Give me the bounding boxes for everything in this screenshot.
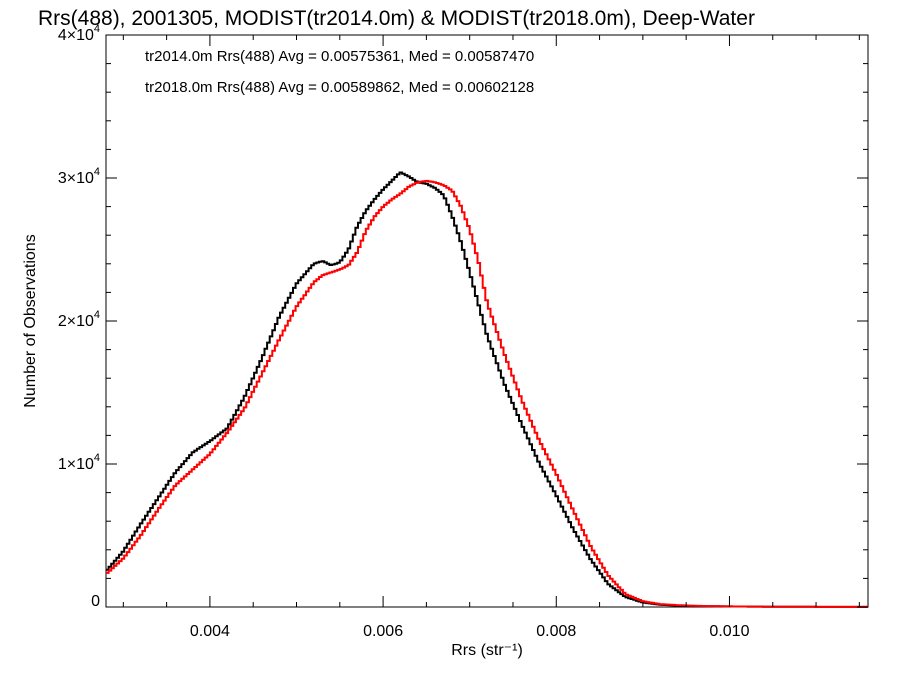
y-tick-label: 0 <box>91 593 100 610</box>
series-layer <box>106 171 868 608</box>
x-axis-label: Rrs (str⁻¹) <box>451 642 523 659</box>
axis-ticks: 0.004 0.006 0.008 0.010 0 1×104 2×104 3×104 4×10… <box>58 23 868 640</box>
y-tick-label: 2×104 <box>58 309 100 330</box>
annotation-red: tr2018.0m Rrs(488) Avg = 0.00589862, Med… <box>145 79 534 96</box>
x-tick-label: 0.006 <box>363 623 403 640</box>
y-tick-label: 4×104 <box>58 23 100 44</box>
annotation-black: tr2014.0m Rrs(488) Avg = 0.00575361, Med… <box>145 48 534 65</box>
y-tick-label: 1×104 <box>58 452 100 473</box>
series-line-2 <box>106 179 868 608</box>
series-line-1 <box>106 171 868 608</box>
x-tick-label: 0.004 <box>190 623 230 640</box>
x-tick-label: 0.008 <box>536 623 576 640</box>
chart-title: Rrs(488), 2001305, MODIST(tr2014.0m) & M… <box>38 7 755 30</box>
plot-frame <box>105 34 869 608</box>
y-tick-label: 3×104 <box>58 166 100 187</box>
x-tick-label: 0.010 <box>709 623 749 640</box>
y-axis-label: Number of Observations <box>22 234 39 407</box>
